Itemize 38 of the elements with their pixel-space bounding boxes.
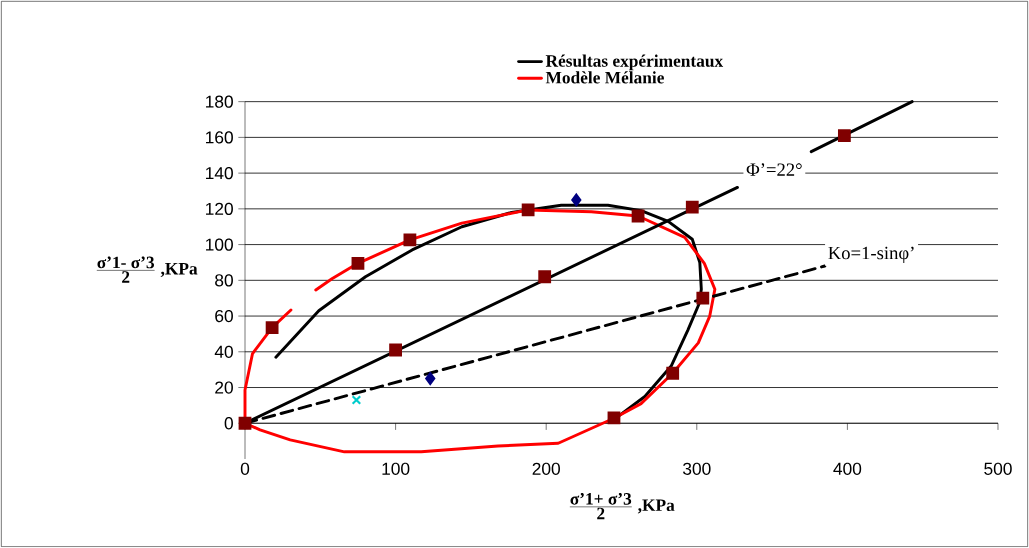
point — [696, 291, 710, 305]
point — [631, 209, 645, 223]
y-tick-label: 0 — [224, 417, 233, 430]
annotation: Ko=1-sinφ’ — [828, 246, 914, 264]
point — [571, 193, 582, 207]
point — [403, 233, 417, 247]
x-tick-label: 200 — [532, 462, 560, 475]
y-tick-label: 40 — [214, 345, 233, 358]
point — [425, 372, 436, 385]
point — [607, 411, 621, 425]
point — [685, 200, 699, 214]
y-tick-label: 180 — [206, 95, 233, 108]
point — [837, 129, 851, 143]
x-axis-title: $\frac{\mbox{σ’1+ σ’3}}{\mbox{2}}\mbox{ ,KPa}$ — [569, 493, 675, 520]
annotation: Φ’=22° — [746, 163, 802, 176]
point — [538, 270, 552, 284]
x-tick-label: 300 — [683, 462, 711, 475]
y-tick-label: 120 — [206, 202, 233, 215]
y-tick-label: 80 — [215, 274, 233, 287]
point — [666, 366, 680, 380]
x-tick-label: 400 — [833, 462, 862, 475]
point — [389, 343, 403, 357]
y-tick-label: 140 — [206, 166, 233, 180]
point — [265, 321, 279, 335]
y-tick-label: 20 — [215, 381, 233, 394]
x-tick-label: 500 — [984, 462, 1012, 475]
y-axis-title: $\frac{\mbox{σ’1- σ’3}}{\mbox{2}}\mbox{ ,KPa}$ — [96, 256, 198, 283]
point — [521, 203, 535, 217]
y-tick-label: 60 — [215, 309, 233, 323]
x-tick-label: 100 — [382, 462, 410, 475]
legend-label: Résultas expérimentaux — [545, 54, 724, 71]
point — [351, 395, 362, 405]
x-tick-label: 0 — [240, 462, 250, 475]
y-tick-label: 100 — [206, 238, 233, 251]
legend-label: Modèle Mélanie — [545, 71, 664, 84]
point — [238, 416, 252, 430]
point — [351, 256, 365, 270]
y-tick-label: 160 — [206, 131, 233, 144]
